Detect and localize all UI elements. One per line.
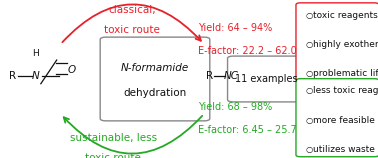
- FancyBboxPatch shape: [296, 79, 378, 157]
- Text: ○: ○: [305, 69, 312, 78]
- Text: more feasible: more feasible: [313, 116, 375, 125]
- Text: classical,: classical,: [108, 5, 156, 15]
- FancyBboxPatch shape: [100, 37, 210, 121]
- Text: N-formamide: N-formamide: [121, 63, 189, 73]
- Text: E-factor: 22.2 – 62.0: E-factor: 22.2 – 62.0: [198, 46, 296, 56]
- FancyArrowPatch shape: [64, 116, 202, 154]
- Text: ○: ○: [305, 86, 312, 95]
- Text: less toxic reagents: less toxic reagents: [313, 86, 378, 95]
- Text: Yield: 64 – 94%: Yield: 64 – 94%: [198, 23, 272, 33]
- Text: Yield: 68 – 98%: Yield: 68 – 98%: [198, 102, 272, 112]
- Text: E-factor: 6.45 – 25.7: E-factor: 6.45 – 25.7: [198, 125, 296, 135]
- Text: toxic route: toxic route: [85, 153, 141, 158]
- Text: ○: ○: [305, 145, 312, 154]
- Text: ○: ○: [305, 11, 312, 19]
- Text: ○: ○: [305, 116, 312, 125]
- FancyBboxPatch shape: [296, 3, 378, 81]
- Text: R: R: [9, 71, 17, 81]
- Text: 11 examples: 11 examples: [235, 74, 297, 84]
- Text: ○: ○: [305, 40, 312, 49]
- Text: problematic lifecycle: problematic lifecycle: [313, 69, 378, 78]
- Text: H: H: [32, 49, 39, 58]
- FancyArrowPatch shape: [62, 4, 201, 42]
- Text: utilizes waste products: utilizes waste products: [313, 145, 378, 154]
- Text: dehydration: dehydration: [123, 88, 187, 98]
- Text: toxic reagents: toxic reagents: [313, 11, 377, 19]
- FancyBboxPatch shape: [228, 56, 305, 102]
- Text: NC: NC: [224, 71, 239, 81]
- Text: O: O: [67, 64, 75, 75]
- Text: sustainable, less: sustainable, less: [70, 133, 157, 143]
- Text: highly exothermic: highly exothermic: [313, 40, 378, 49]
- Text: N: N: [31, 71, 39, 81]
- Text: R: R: [206, 71, 213, 81]
- Text: toxic route: toxic route: [104, 25, 160, 35]
